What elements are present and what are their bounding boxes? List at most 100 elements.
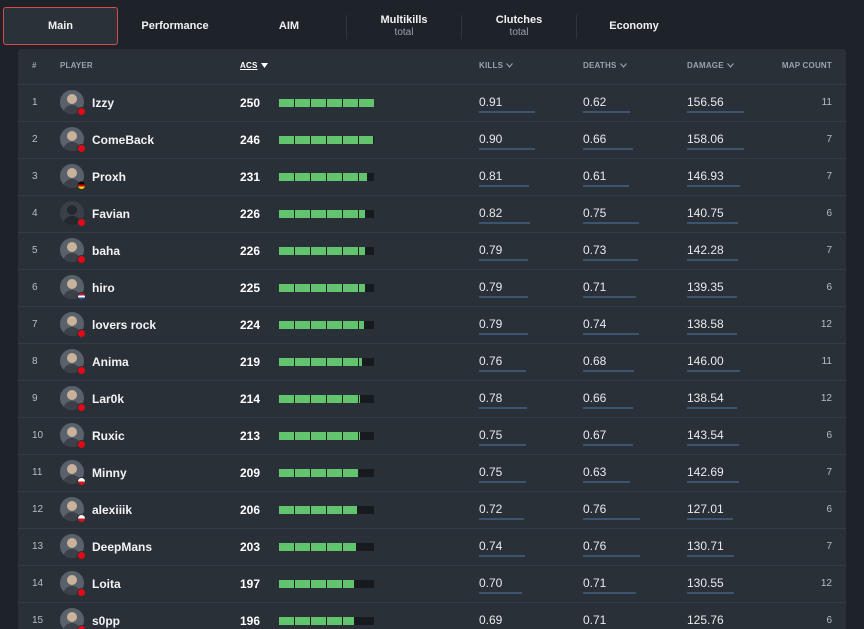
avatar[interactable] [60, 608, 84, 629]
acs-value: 209 [240, 466, 261, 480]
tab-economy[interactable]: Economy [577, 7, 691, 45]
rank-number: 5 [32, 245, 38, 256]
table-row[interactable]: 1 Izzy 250 0.91 0.62 156.56 11 [18, 84, 846, 121]
player-name[interactable]: Ruxic [92, 429, 125, 443]
col-deaths-label: DEATHS [583, 61, 617, 70]
acs-bar [279, 173, 374, 181]
table-row[interactable]: 14 Loita 197 0.70 0.71 130.55 12 [18, 565, 846, 602]
col-map-count[interactable]: MAP COUNT [781, 61, 832, 70]
tab-main[interactable]: Main [3, 7, 118, 45]
deaths-value: 0.71 [583, 613, 607, 627]
tab-divider [576, 15, 577, 39]
flag-tr-icon [77, 588, 86, 597]
avatar[interactable] [60, 90, 84, 114]
table-row[interactable]: 5 baha 226 0.79 0.73 142.28 7 [18, 232, 846, 269]
rank-number: 6 [32, 282, 38, 293]
damage-bar [687, 185, 740, 187]
table-row[interactable]: 8 Anima 219 0.76 0.68 146.00 11 [18, 343, 846, 380]
tab-label: Economy [609, 19, 659, 32]
flag-cz-icon [77, 477, 86, 486]
map-count-value: 7 [826, 541, 832, 552]
player-name[interactable]: Minny [92, 466, 127, 480]
damage-bar [687, 444, 739, 446]
table-row[interactable]: 2 ComeBack 246 0.90 0.66 158.06 7 [18, 121, 846, 158]
acs-bar [279, 617, 374, 625]
damage-bar [687, 370, 740, 372]
table-row[interactable]: 7 lovers rock 224 0.79 0.74 138.58 12 [18, 306, 846, 343]
tab-label: AIM [278, 19, 300, 32]
kills-value: 0.76 [479, 354, 503, 368]
tab-aim[interactable]: AIM [232, 7, 346, 45]
deaths-bar [583, 259, 638, 261]
table-row[interactable]: 11 Minny 209 0.75 0.63 142.69 7 [18, 454, 846, 491]
table-row[interactable]: 6 hiro 225 0.79 0.71 139.35 6 [18, 269, 846, 306]
acs-bar [279, 469, 374, 477]
player-name[interactable]: ComeBack [92, 133, 155, 147]
avatar[interactable] [60, 312, 84, 336]
acs-value: 224 [240, 318, 261, 332]
player-name[interactable]: Favian [92, 207, 131, 221]
tab-performance[interactable]: Performance [118, 7, 232, 45]
tab-multikills[interactable]: Multikills total [347, 7, 461, 45]
player-name[interactable]: Izzy [92, 96, 115, 110]
table-row[interactable]: 9 Lar0k 214 0.78 0.66 138.54 12 [18, 380, 846, 417]
deaths-value: 0.76 [583, 502, 607, 516]
rank-number: 9 [32, 393, 38, 404]
table-row[interactable]: 13 DeepMans 203 0.74 0.76 130.71 7 [18, 528, 846, 565]
table-row[interactable]: 12 alexiiik 206 0.72 0.76 127.01 6 [18, 491, 846, 528]
acs-bar [279, 358, 374, 366]
player-name[interactable]: Anima [92, 355, 129, 369]
flag-tr-icon [77, 329, 86, 338]
col-damage[interactable]: DAMAGE [687, 61, 734, 70]
table-row[interactable]: 3 Proxh 231 0.81 0.61 146.93 7 [18, 158, 846, 195]
kills-value: 0.79 [479, 243, 503, 257]
tab-clutches[interactable]: Clutches total [462, 7, 576, 45]
acs-bar [279, 284, 374, 292]
col-deaths[interactable]: DEATHS [583, 61, 627, 70]
damage-bar [687, 518, 733, 520]
stats-table-panel [18, 49, 846, 629]
player-name[interactable]: baha [92, 244, 121, 258]
player-name[interactable]: Proxh [92, 170, 127, 184]
deaths-bar [583, 148, 633, 150]
table-row[interactable]: 15 s0pp 196 0.69 0.71 125.76 6 [18, 602, 846, 629]
rank-number: 11 [32, 467, 43, 478]
acs-value: 197 [240, 577, 261, 591]
kills-value: 0.69 [479, 613, 503, 627]
map-count-value: 12 [820, 393, 832, 404]
kills-value: 0.75 [479, 428, 503, 442]
player-name[interactable]: alexiiik [92, 503, 133, 517]
kills-bar [479, 518, 524, 520]
map-count-value: 6 [826, 208, 832, 219]
kills-value: 0.78 [479, 391, 503, 405]
map-count-value: 11 [821, 97, 832, 108]
rank-number: 4 [32, 208, 38, 219]
kills-value: 0.70 [479, 576, 503, 590]
acs-value: 226 [240, 207, 261, 221]
flag-tr-icon [77, 144, 86, 153]
kills-bar [479, 444, 526, 446]
player-name[interactable]: hiro [92, 281, 115, 295]
damage-value: 146.00 [687, 354, 724, 368]
table-row[interactable]: 10 Ruxic 213 0.75 0.67 143.54 6 [18, 417, 846, 454]
kills-bar [479, 370, 527, 372]
flag-tr-icon [77, 255, 86, 264]
avatar[interactable] [60, 386, 84, 410]
player-name[interactable]: Loita [92, 577, 121, 591]
flag-cz-icon [77, 514, 86, 523]
player-name[interactable]: Lar0k [92, 392, 125, 406]
player-name[interactable]: lovers rock [92, 318, 157, 332]
col-kills[interactable]: KILLS [479, 61, 514, 70]
acs-bar-fill [279, 506, 358, 514]
player-name[interactable]: DeepMans [92, 540, 153, 554]
avatar[interactable] [60, 497, 84, 521]
acs-bar-fill [279, 469, 359, 477]
table-row[interactable]: 4 Favian 226 0.82 0.75 140.75 6 [18, 195, 846, 232]
deaths-value: 0.67 [583, 428, 607, 442]
chevron-down-icon [506, 63, 514, 68]
player-name[interactable]: s0pp [92, 614, 121, 628]
damage-value: 125.76 [687, 613, 724, 627]
deaths-value: 0.71 [583, 576, 607, 590]
rank-number: 1 [32, 97, 38, 108]
col-acs[interactable]: ACS [240, 61, 268, 70]
